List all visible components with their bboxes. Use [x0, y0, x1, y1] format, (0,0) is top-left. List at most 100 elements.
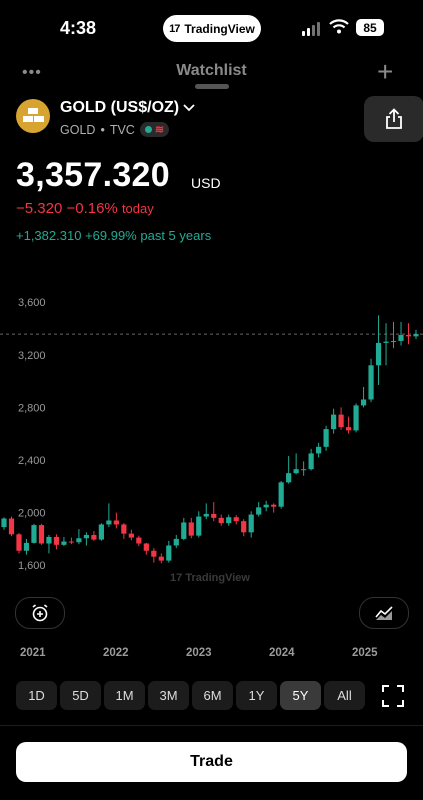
- candle-body: [1, 518, 7, 528]
- candle-body: [61, 541, 67, 545]
- candle-body: [8, 518, 15, 535]
- perf-abs: +1,382.310: [16, 228, 82, 243]
- perf-pct: +69.99%: [85, 228, 137, 243]
- candle-body: [226, 517, 232, 524]
- share-icon: [386, 108, 402, 129]
- candle-body: [188, 522, 194, 536]
- market-status-badge[interactable]: ≋: [139, 122, 170, 137]
- gold-bars-icon: [16, 99, 50, 133]
- tradingview-pill[interactable]: 17 TradingView: [163, 15, 261, 42]
- range-3m-button[interactable]: 3M: [148, 681, 189, 710]
- candle-body: [128, 533, 134, 538]
- candle-body: [233, 517, 239, 522]
- y-tick: 2,000: [18, 508, 46, 520]
- x-tick: 2025: [352, 647, 378, 659]
- symbol-title[interactable]: GOLD (US$/OZ): [60, 99, 195, 117]
- candle-body: [241, 521, 247, 533]
- market-open-icon: [144, 126, 152, 133]
- watchlist-title: Watchlist: [176, 62, 247, 79]
- price-chart[interactable]: 3,600 3,200 2,800 2,400 2,000 1,600 17 Trading…: [0, 280, 423, 590]
- chart-type-button[interactable]: [359, 597, 409, 629]
- more-icon[interactable]: •••: [22, 64, 42, 81]
- candle-body: [113, 520, 119, 525]
- wave-icon: ≋: [154, 124, 165, 136]
- candle-body: [211, 513, 217, 518]
- chevron-down-icon: [183, 104, 195, 112]
- range-5y-button[interactable]: 5Y: [280, 681, 321, 710]
- range-1y-button[interactable]: 1Y: [236, 681, 277, 710]
- fullscreen-button[interactable]: [380, 683, 406, 709]
- x-tick: 2021: [20, 647, 46, 659]
- candle-body: [98, 524, 104, 540]
- candle-body: [53, 536, 60, 545]
- range-1m-button[interactable]: 1M: [104, 681, 145, 710]
- candle-body: [151, 550, 157, 557]
- candle-body: [181, 522, 187, 539]
- trade-button[interactable]: Trade: [16, 742, 407, 782]
- candle-body: [293, 469, 299, 474]
- candle-body: [106, 520, 112, 525]
- candle-body: [76, 538, 82, 543]
- candle-body: [23, 542, 30, 551]
- last-price: 3,357.320: [16, 156, 170, 194]
- candle-body: [360, 399, 367, 406]
- candle-body: [38, 525, 45, 544]
- candle-body: [16, 534, 22, 551]
- candle-body: [413, 334, 419, 337]
- candle-body: [278, 482, 284, 507]
- daily-change: −5.320 −0.16% today: [16, 200, 154, 217]
- perf-period: past 5 years: [140, 228, 212, 243]
- y-tick: 2,400: [18, 455, 46, 467]
- x-axis: 2021 2022 2023 2024 2025: [0, 647, 423, 663]
- candle-body: [316, 446, 322, 454]
- candle-body: [331, 414, 337, 430]
- fullscreen-icon: [382, 685, 404, 707]
- wifi-icon: [329, 19, 349, 39]
- candle-body: [166, 545, 172, 561]
- symbol-subtitle: GOLD • TVC ≋: [60, 122, 170, 137]
- range-all-button[interactable]: All: [324, 681, 365, 710]
- sheet-grabber[interactable]: [195, 84, 229, 89]
- signal-icon: [302, 22, 320, 36]
- candle-body: [368, 365, 374, 400]
- add-icon[interactable]: +: [377, 56, 394, 87]
- range-5d-button[interactable]: 5D: [60, 681, 101, 710]
- candle-body: [286, 473, 292, 483]
- exchange-label: TVC: [109, 122, 135, 137]
- candle-body: [143, 543, 149, 551]
- candle-body: [353, 405, 359, 431]
- range-6m-button[interactable]: 6M: [192, 681, 233, 710]
- candle-body: [136, 537, 142, 544]
- candle-body: [203, 513, 209, 517]
- candle-body: [158, 556, 164, 561]
- candle-body: [390, 340, 397, 342]
- separator-dot: •: [100, 122, 105, 137]
- candle-body: [375, 342, 382, 366]
- y-tick: 3,600: [18, 297, 46, 309]
- share-button[interactable]: [364, 96, 423, 142]
- period-performance: +1,382.310 +69.99% past 5 years: [16, 228, 211, 243]
- change-abs: −5.320: [16, 200, 63, 217]
- candle-body: [271, 504, 277, 507]
- tradingview-logo-icon: 17: [169, 22, 180, 35]
- add-alert-button[interactable]: [15, 597, 65, 629]
- range-1d-button[interactable]: 1D: [16, 681, 57, 710]
- area-chart-icon: [375, 606, 393, 620]
- candle-body: [218, 517, 224, 524]
- divider: [0, 725, 423, 726]
- y-tick: 2,800: [18, 402, 46, 414]
- currency-label: USD: [191, 175, 221, 191]
- candle-body: [338, 414, 344, 428]
- candle-body: [383, 341, 389, 343]
- ticker-label: GOLD: [60, 122, 96, 137]
- x-tick: 2022: [103, 647, 129, 659]
- y-tick: 3,200: [18, 350, 46, 362]
- battery-icon: 85: [356, 19, 384, 36]
- change-period: today: [121, 201, 154, 216]
- symbol-name: GOLD (US$/OZ): [60, 99, 180, 116]
- x-tick: 2024: [269, 647, 295, 659]
- candle-body: [308, 453, 314, 470]
- candle-body: [405, 335, 412, 337]
- status-time: 4:38: [60, 18, 97, 38]
- tradingview-pill-label: TradingView: [184, 21, 255, 36]
